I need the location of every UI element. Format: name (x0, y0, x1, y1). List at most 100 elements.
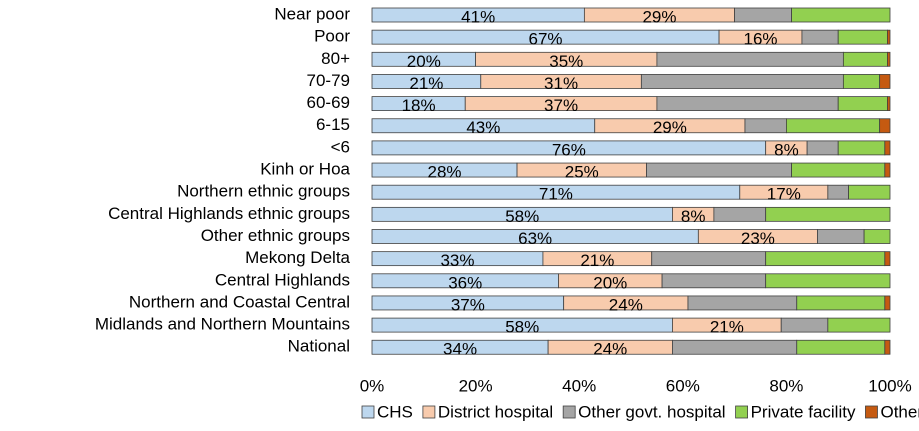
bar-segment (765, 206, 891, 222)
x-tick-label: 20% (459, 376, 493, 395)
category-label: 80+ (321, 49, 350, 68)
data-label: 76% (552, 140, 586, 159)
data-label: 31% (544, 74, 578, 93)
data-label: 63% (518, 229, 552, 248)
bar-segment (827, 184, 849, 200)
bar-segment (837, 140, 886, 156)
bar-segment (801, 29, 839, 45)
bar-segment (796, 295, 886, 311)
data-label: 37% (544, 96, 578, 115)
bar-segment (887, 29, 891, 45)
bar-segment (744, 118, 787, 134)
category-label: Central Highlands ethnic groups (108, 204, 350, 223)
bar-segment (863, 229, 891, 244)
legend-swatch (735, 405, 748, 419)
category-label: 6-15 (316, 115, 350, 134)
category-label: Other ethnic groups (201, 226, 350, 245)
bar-segment (817, 229, 865, 244)
data-label: 41% (461, 7, 495, 26)
bar-segment (765, 273, 891, 289)
data-label: 34% (443, 340, 477, 359)
data-label: 36% (448, 273, 482, 292)
bar-segment (806, 140, 839, 156)
data-label: 58% (505, 207, 539, 226)
data-label: 16% (743, 30, 777, 49)
legend-swatch (361, 405, 375, 419)
bar-segment (842, 51, 888, 67)
bar-segment (879, 118, 891, 134)
bar-segment (791, 7, 891, 23)
category-label: Kinh or Hoa (260, 160, 350, 179)
legend-label: Other facility (880, 402, 919, 421)
category-label: Midlands and Northern Mountains (95, 315, 350, 334)
bar-segment (661, 273, 767, 289)
data-label: 21% (710, 318, 744, 337)
data-label: 24% (593, 340, 627, 359)
data-label: 8% (774, 140, 799, 159)
bar-segment (884, 339, 891, 355)
bar-segment (837, 96, 888, 111)
category-label: National (288, 337, 350, 356)
data-label: 29% (642, 7, 676, 26)
x-tick-label: 0% (360, 376, 385, 395)
bar-segment (765, 251, 886, 267)
data-label: 23% (741, 229, 775, 248)
data-label: 20% (407, 52, 441, 71)
bar-segment (687, 295, 798, 311)
data-label: 29% (653, 118, 687, 137)
data-label: 71% (539, 185, 573, 204)
legend-label: Other govt. hospital (578, 402, 725, 421)
legend-label: Private facility (751, 402, 856, 421)
data-label: 28% (428, 163, 462, 182)
bar-segment (879, 74, 891, 89)
category-label: Near poor (274, 4, 350, 23)
legend-label: District hospital (438, 402, 553, 421)
bar-segment (646, 162, 792, 178)
legend-swatch (562, 405, 576, 419)
category-label: Northern and Coastal Central (129, 292, 350, 311)
x-tick-label: 60% (666, 376, 700, 395)
bar-segment (827, 317, 891, 333)
bar-segment (672, 339, 798, 355)
data-label: 67% (529, 30, 563, 49)
category-label: Mekong Delta (245, 248, 350, 267)
data-label: 21% (409, 74, 443, 93)
bar-segment (842, 74, 881, 89)
x-tick-label: 40% (562, 376, 596, 395)
bar-segment (837, 29, 888, 45)
bar-segment (734, 7, 792, 23)
legend-swatch (422, 405, 436, 419)
data-label: 8% (681, 207, 706, 226)
category-label: Poor (314, 27, 350, 46)
data-label: 21% (580, 251, 614, 270)
data-label: 18% (402, 96, 436, 115)
bar-segment (884, 295, 891, 311)
category-label: 70-79 (307, 71, 350, 90)
data-label: 35% (549, 52, 583, 71)
bar-segment (887, 51, 891, 67)
data-label: 33% (440, 251, 474, 270)
data-label: 20% (593, 273, 627, 292)
category-label: Central Highlands (215, 270, 350, 289)
bar-segment (786, 118, 881, 134)
bar-segment (791, 162, 886, 178)
bar-segment (640, 74, 844, 89)
bar-segment (884, 140, 891, 156)
category-label: 60-69 (307, 93, 350, 112)
bar-segment (651, 251, 767, 267)
legend-swatch (865, 405, 878, 419)
bar-segment (887, 96, 891, 111)
bar-segment (656, 96, 839, 111)
bar-segment (656, 51, 844, 67)
bar-segment (884, 251, 891, 267)
data-label: 25% (565, 163, 599, 182)
bar-segment (884, 162, 891, 178)
data-label: 37% (451, 295, 485, 314)
x-tick-label: 80% (769, 376, 803, 395)
data-label: 58% (505, 318, 539, 337)
bar-segment (713, 206, 767, 222)
bar-segment (848, 184, 891, 200)
bar-segment (796, 339, 886, 355)
bar-segment (780, 317, 829, 333)
